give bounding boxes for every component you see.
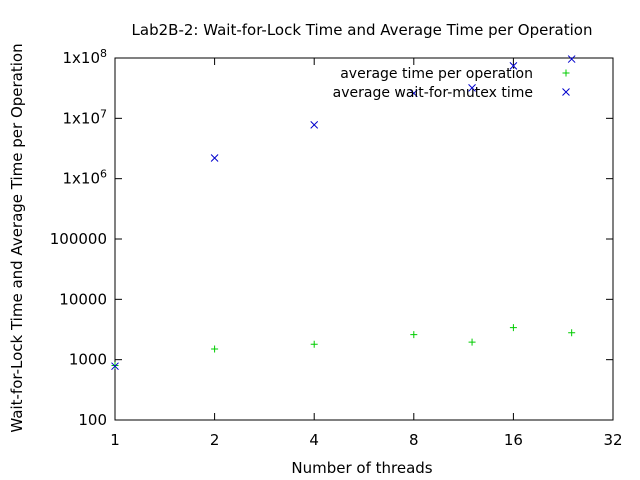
legend-label: average wait-for-mutex time (333, 85, 533, 101)
legend-marker (562, 69, 570, 77)
avg-time-per-op-point (410, 331, 418, 339)
legend-label: average time per operation (340, 66, 533, 82)
avg-time-per-op-point (310, 340, 318, 348)
x-tick-label: 8 (409, 431, 419, 449)
y-tick-label: 100000 (50, 230, 107, 248)
data-marks (111, 55, 576, 371)
avg-time-per-op-point (509, 324, 517, 332)
avg-time-per-op-point (568, 329, 576, 337)
x-tick-label: 16 (504, 431, 523, 449)
y-tick-label: 10000 (59, 290, 107, 308)
avg-wait-mutex-point (567, 55, 576, 63)
y-tick-label: 1000 (69, 351, 107, 369)
avg-time-per-op-point (211, 345, 219, 353)
avg-wait-mutex-point (409, 89, 418, 98)
y-tick-label: 1x106 (62, 168, 107, 188)
avg-wait-mutex-point (468, 84, 476, 92)
x-axis-label: Number of threads (291, 459, 432, 477)
x-tick-label: 4 (309, 431, 319, 449)
y-tick-label: 100 (78, 411, 107, 429)
y-tick-label: 1x108 (62, 47, 107, 67)
legend: average time per operation average wait-f… (333, 66, 570, 101)
y-axis-label: Wait-for-Lock Time and Average Time per … (8, 43, 26, 432)
x-tick-label: 32 (603, 431, 622, 449)
avg-wait-mutex-point (210, 154, 219, 162)
plot-frame (114, 57, 614, 421)
legend-marker (562, 88, 570, 96)
chart-title: Lab2B-2: Wait-for-Lock Time and Average … (132, 21, 593, 39)
avg-wait-mutex-point (509, 62, 518, 70)
avg-wait-mutex-point (310, 120, 319, 129)
y-tick-label: 1x107 (62, 107, 107, 127)
x-tick-label: 2 (210, 431, 220, 449)
avg-wait-mutex-point (111, 362, 119, 371)
axis-ticks: 1 2 4 8 16 32 100 1000 10000 100000 1x106 1x107 1x10… (50, 47, 623, 449)
x-tick-label: 1 (110, 431, 120, 449)
avg-time-per-op-point (468, 338, 476, 346)
